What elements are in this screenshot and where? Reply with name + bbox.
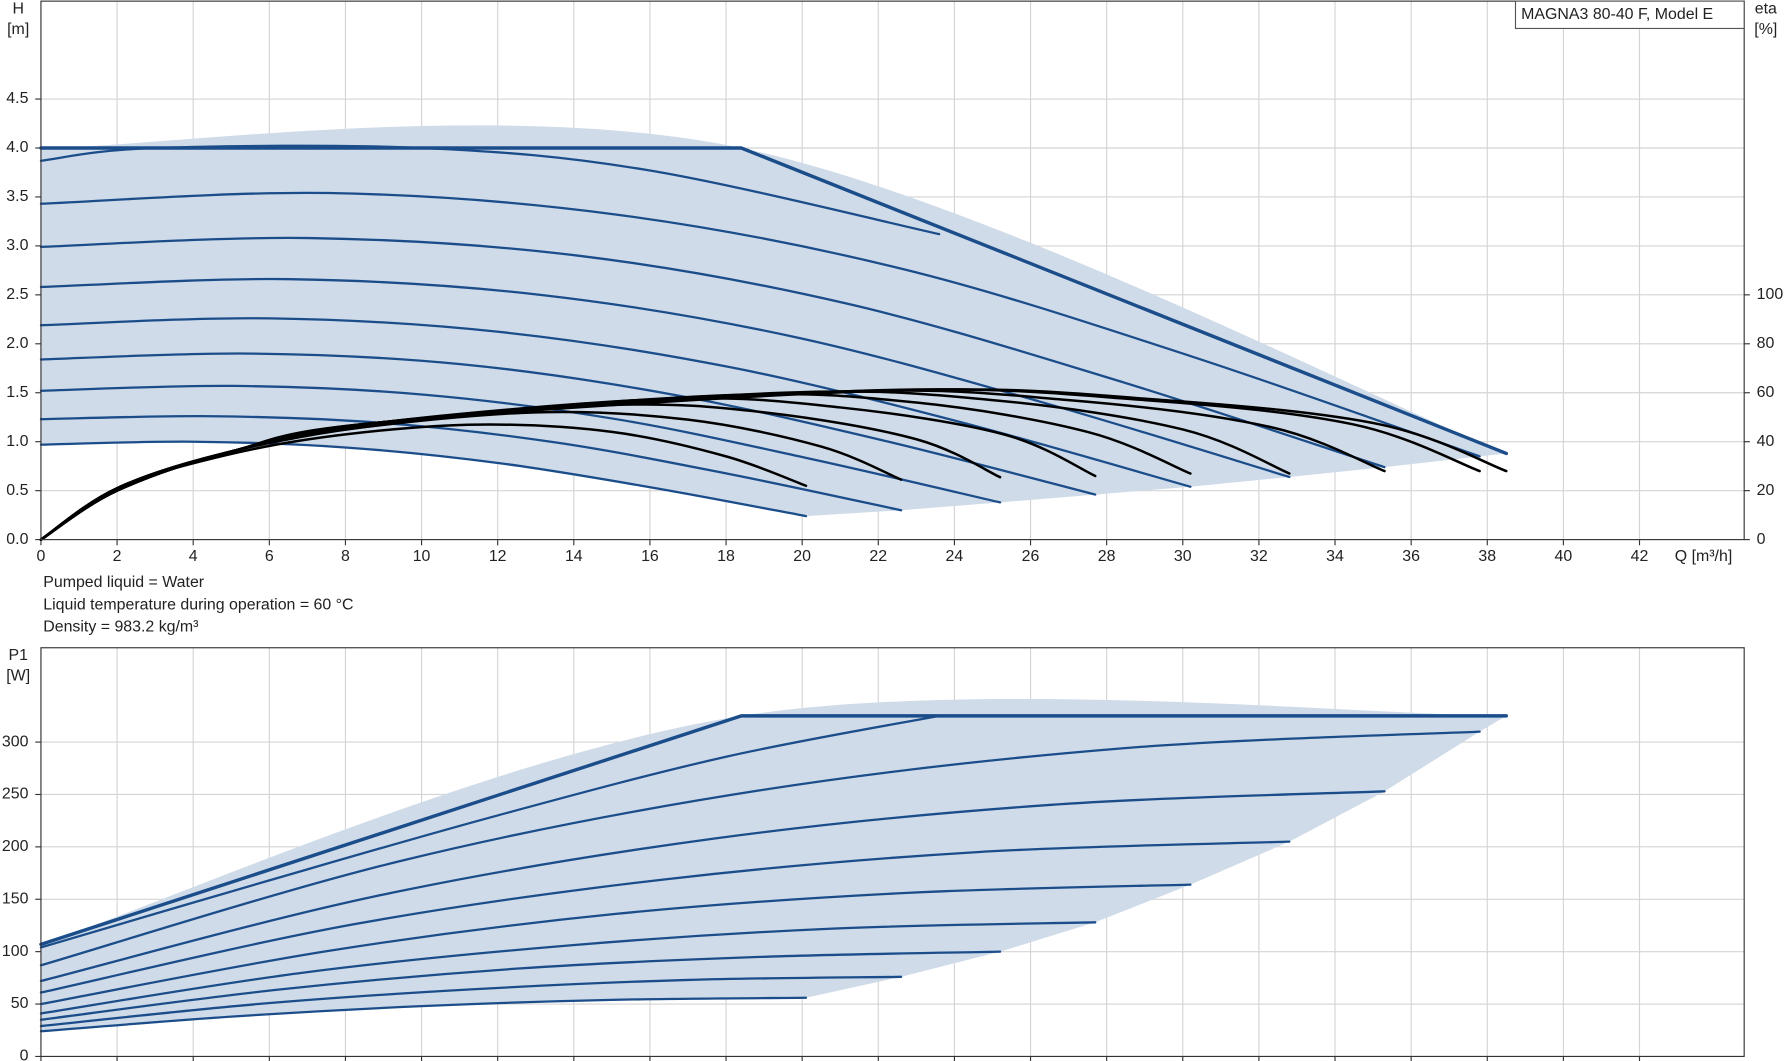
- x-tick-label: 10: [413, 548, 431, 565]
- y2-axis-label: eta: [1755, 0, 1777, 17]
- y-tick-label: 0.5: [6, 482, 28, 499]
- x-tick-label: 26: [1022, 548, 1040, 565]
- y-tick-label: 2.0: [6, 335, 28, 352]
- speed-curve: [39, 352, 1097, 496]
- y-axis-label: H: [12, 0, 23, 17]
- x-tick-label: 0: [37, 548, 46, 565]
- x-tick-label: 12: [489, 548, 507, 565]
- y-tick-label: 100: [2, 943, 29, 960]
- note: Density = 983.2 kg/m³: [43, 618, 198, 635]
- x-tick-label: 28: [1098, 548, 1116, 565]
- y-tick-label: 0: [20, 1048, 29, 1061]
- y2-tick-label: 60: [1757, 384, 1775, 401]
- x-tick-label: 36: [1402, 548, 1420, 565]
- speed-curve: [39, 144, 941, 236]
- y2-tick-label: 100: [1757, 286, 1784, 303]
- y-tick-label: 4.5: [6, 90, 28, 107]
- x-tick-label: 30: [1174, 548, 1192, 565]
- note: Pumped liquid = Water: [43, 574, 205, 591]
- x-tick-label: 20: [793, 548, 811, 565]
- speed-curve: [39, 277, 1291, 479]
- plot-frame: [40, 647, 1745, 1058]
- y-tick-label: 200: [2, 838, 29, 855]
- x-tick-label: 42: [1631, 548, 1649, 565]
- speed-curve: [39, 440, 808, 518]
- x-tick-label: 8: [341, 548, 350, 565]
- plot-group: 0 50 100 150 200 250 300 P1 [W]: [2, 647, 1745, 1061]
- y-tick-label: 1.5: [6, 384, 28, 401]
- y-tick-label: 0.0: [6, 531, 28, 548]
- x-tick-label: 18: [717, 548, 735, 565]
- x-tick-label: 6: [265, 548, 274, 565]
- speed-curve: [39, 730, 1481, 967]
- x-tick-label: 34: [1326, 548, 1344, 565]
- speed-curve: [39, 191, 1481, 458]
- speed-curve: [39, 415, 903, 512]
- x-tick-label: 32: [1250, 548, 1268, 565]
- plot-group: 0 2 4 6 8 10 12 14 16 18 20 22 24 26 28 30 32 34 36 38 40 420…: [6, 0, 1783, 635]
- y-axis-label: [m]: [7, 21, 29, 38]
- speed-curve: [39, 790, 1386, 983]
- operating-area: [40, 698, 1507, 1032]
- speed-curve: [39, 921, 1097, 1015]
- speed-curve: [39, 883, 1192, 1006]
- speed-curve: [39, 236, 1386, 469]
- y-tick-label: 4.0: [6, 139, 28, 156]
- y2-tick-label: 80: [1757, 335, 1775, 352]
- speed-curve: [39, 840, 1291, 994]
- y-tick-label: 2.5: [6, 286, 28, 303]
- y-tick-label: 3.0: [6, 237, 28, 254]
- plot-frame: [40, 0, 1745, 541]
- y-tick-label: 50: [11, 995, 29, 1012]
- x-tick-label: 2: [113, 548, 122, 565]
- speed-curve: [39, 384, 1002, 504]
- annotation: MAGNA3 80-40 F, Model E: [1521, 6, 1713, 23]
- y-tick-label: 250: [2, 786, 29, 803]
- speed-curve: [39, 975, 903, 1028]
- y-tick-label: 1.0: [6, 433, 28, 450]
- x-tick-label: 16: [641, 548, 659, 565]
- x-tick-label: 22: [869, 548, 887, 565]
- speed-curve: [39, 950, 1002, 1021]
- y-axis-label: P1: [8, 647, 28, 664]
- y-tick-label: 3.5: [6, 188, 28, 205]
- y2-axis-label: [%]: [1754, 21, 1777, 38]
- y-axis-label: [W]: [6, 667, 30, 684]
- speed-curve: [39, 996, 808, 1033]
- efficiency-curve: [39, 423, 808, 541]
- max-curve: [39, 714, 1509, 947]
- note: Liquid temperature during operation = 60…: [43, 596, 353, 613]
- y2-tick-label: 40: [1757, 433, 1775, 450]
- x-tick-label: 14: [565, 548, 583, 565]
- y2-tick-label: 20: [1757, 482, 1775, 499]
- x-tick-label: 24: [946, 548, 964, 565]
- y2-tick-label: 0: [1757, 531, 1766, 548]
- y-tick-label: 300: [2, 733, 29, 750]
- annotation-box: [1514, 0, 1745, 30]
- x-tick-label: 40: [1555, 548, 1573, 565]
- x-axis-label: Q [m³/h]: [1675, 548, 1732, 565]
- x-tick-label: 38: [1478, 548, 1496, 565]
- y-tick-label: 150: [2, 890, 29, 907]
- x-tick-label: 4: [189, 548, 198, 565]
- speed-curve: [39, 714, 941, 949]
- max-curve: [39, 146, 1509, 456]
